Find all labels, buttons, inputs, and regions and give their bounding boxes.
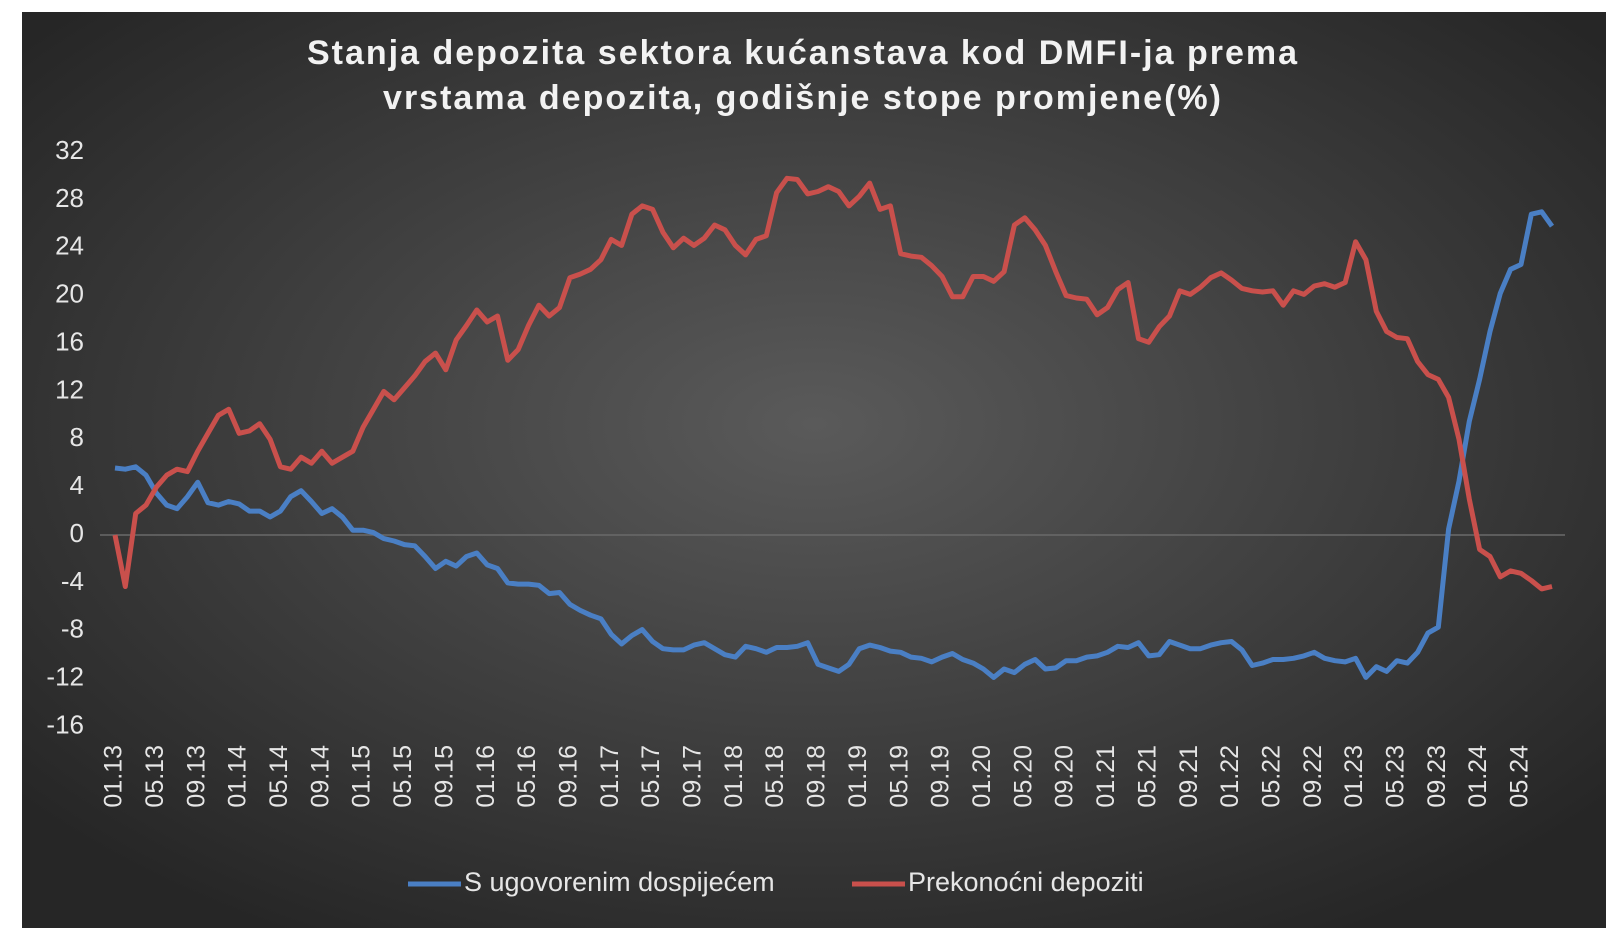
y-tick-label: 8	[70, 422, 84, 452]
y-tick-label: -16	[46, 709, 84, 739]
x-tick-label: 09.19	[927, 745, 955, 808]
x-tick-label: 01.13	[100, 745, 128, 808]
y-tick-label: -8	[61, 614, 84, 644]
x-tick-label: 05.21	[1133, 745, 1161, 808]
legend-label: S ugovorenim dospijećem	[464, 867, 775, 897]
x-tick-label: 09.18	[803, 745, 831, 808]
x-tick-label: 05.16	[513, 745, 541, 808]
x-tick-label: 05.15	[389, 745, 417, 808]
x-tick-label: 01.17	[596, 745, 624, 808]
series-line	[112, 175, 1553, 592]
x-tick-label: 05.19	[885, 745, 913, 808]
x-tick-label: 01.22	[1216, 745, 1244, 808]
x-tick-label: 01.21	[1092, 745, 1120, 808]
x-tick-label: 05.24	[1506, 745, 1534, 808]
x-tick-label: 01.20	[968, 745, 996, 808]
x-tick-label: 05.18	[761, 745, 789, 808]
x-tick-label: 09.17	[679, 745, 707, 808]
x-tick-label: 09.15	[430, 745, 458, 808]
x-tick-label: 09.16	[554, 745, 582, 808]
y-tick-label: 12	[55, 374, 84, 404]
y-tick-label: 32	[55, 135, 84, 165]
x-tick-label: 01.14	[224, 745, 252, 808]
x-tick-label: 01.23	[1340, 745, 1368, 808]
x-tick-label: 01.19	[844, 745, 872, 808]
chart-title: Stanja depozita sektora kućanstava kod D…	[307, 34, 1299, 72]
y-tick-label: -12	[46, 662, 84, 692]
x-tick-label: 09.20	[1051, 745, 1079, 808]
x-tick-label: 05.14	[265, 745, 293, 808]
x-tick-label: 09.13	[182, 745, 210, 808]
y-tick-label: 0	[70, 518, 84, 548]
x-tick-label: 01.24	[1464, 745, 1492, 808]
x-tick-label: 09.23	[1423, 745, 1451, 808]
x-tick-label: 01.16	[472, 745, 500, 808]
x-tick-label: 05.22	[1257, 745, 1285, 808]
legend-label: Prekonoćni depoziti	[908, 867, 1144, 897]
series-line	[114, 209, 1555, 680]
y-tick-label: 20	[55, 279, 84, 309]
x-tick-label: 05.17	[637, 745, 665, 808]
x-tick-label: 05.20	[1009, 745, 1037, 808]
y-tick-label: 16	[55, 326, 84, 356]
x-tick-label: 09.22	[1299, 745, 1327, 808]
chart-title: vrstama depozita, godišnje stope promjen…	[383, 79, 1223, 117]
x-tick-label: 05.23	[1382, 745, 1410, 808]
x-tick-label: 05.13	[141, 745, 169, 808]
x-tick-label: 09.21	[1175, 745, 1203, 808]
x-tick-label: 09.14	[306, 745, 334, 808]
y-tick-label: 24	[55, 231, 84, 261]
y-tick-label: 28	[55, 183, 84, 213]
x-tick-label: 01.15	[348, 745, 376, 808]
y-tick-label: 4	[70, 470, 84, 500]
y-tick-label: -4	[61, 566, 84, 596]
x-tick-label: 01.18	[720, 745, 748, 808]
